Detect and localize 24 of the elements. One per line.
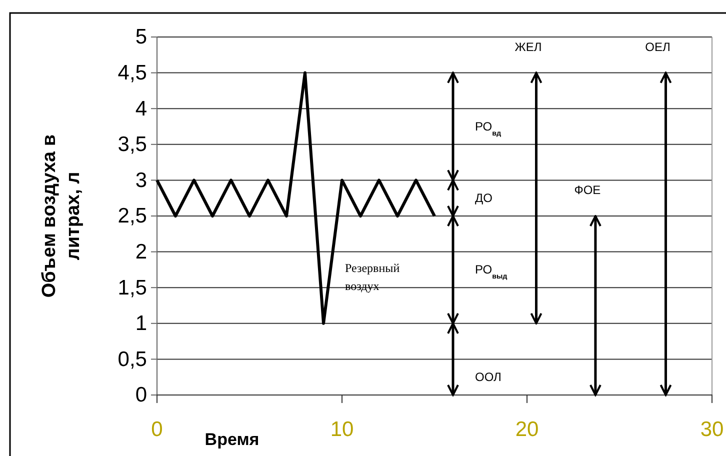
y-tick-label: 3,5 <box>118 133 147 156</box>
annotation: РО$_{выд}$ <box>475 262 508 280</box>
y-tick-label: 3 <box>135 168 147 192</box>
y-tick-label: 5 <box>135 26 147 49</box>
y-tick-label: 0 <box>135 384 147 407</box>
annotation: ФОЕ <box>574 183 601 197</box>
x-tick-label: 0 <box>151 418 163 441</box>
annotation: ДО <box>475 191 492 206</box>
annotation: РО$_{вд}$ <box>475 120 502 137</box>
x-tick-label: 30 <box>700 418 724 441</box>
annotation: ООЛ <box>475 370 502 384</box>
y-tick-label: 2 <box>135 240 147 264</box>
y-axis-title: Объем воздуха в литрах, л <box>39 134 84 298</box>
x-tick-label: 10 <box>330 418 354 441</box>
annotation: ОЕЛ <box>645 40 670 54</box>
annotation: ЖЕЛ <box>514 40 542 54</box>
y-tick-label: 1,5 <box>118 276 147 300</box>
y-tick-label: 1 <box>135 312 147 336</box>
x-axis-title: Время <box>204 430 260 449</box>
y-tick-label: 4 <box>135 97 148 120</box>
x-tick-label: 20 <box>515 418 539 441</box>
y-tick-label: 4,5 <box>118 62 147 85</box>
y-tick-label: 2,5 <box>118 204 147 228</box>
y-tick-label: 0,5 <box>118 348 147 371</box>
